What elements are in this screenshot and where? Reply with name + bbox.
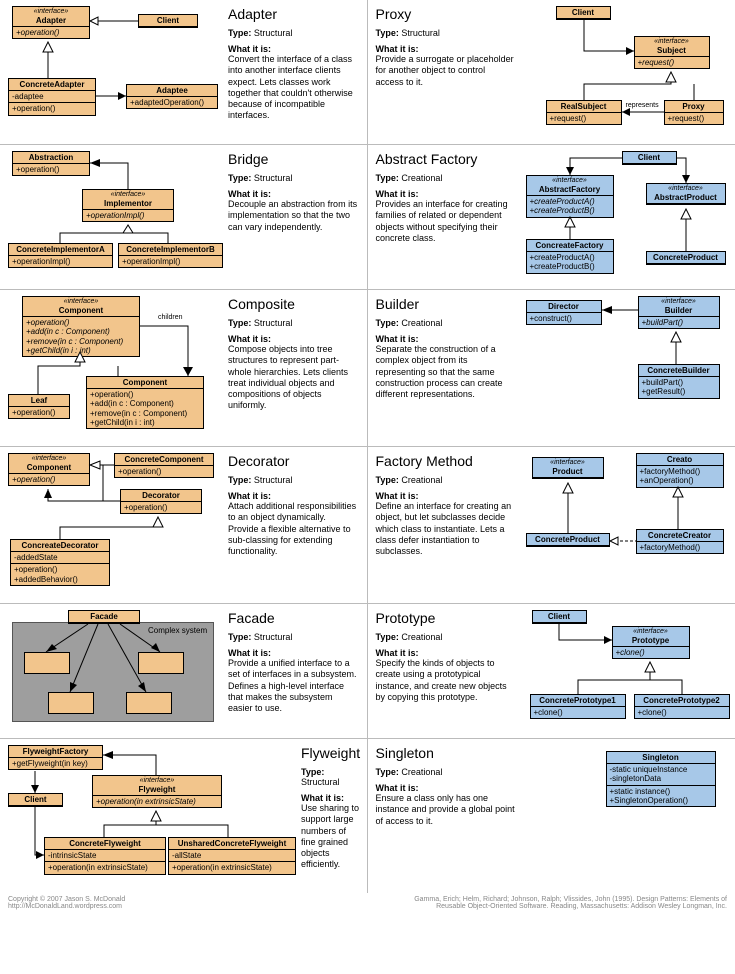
- connectors: [8, 453, 218, 593]
- title: Singleton: [376, 745, 526, 761]
- cell-prototype: Prototype Type: Creational What it is: S…: [368, 604, 735, 738]
- cell-factorymethod: Factory Method Type: Creational What it …: [368, 447, 735, 603]
- title: Decorator: [228, 453, 359, 469]
- cell-composite: «interface»Component +operation()+add(in…: [0, 290, 368, 446]
- cell-abstractfactory: Abstract Factory Type: Creational What i…: [368, 145, 735, 289]
- connectors: [8, 6, 218, 124]
- connectors: [8, 610, 218, 728]
- connectors: [526, 296, 735, 406]
- connectors: [526, 6, 735, 134]
- title: Builder: [376, 296, 526, 312]
- title: Prototype: [376, 610, 526, 626]
- connectors: [8, 151, 223, 271]
- cell-builder: Builder Type: Creational What it is: Sep…: [368, 290, 735, 446]
- title: Proxy: [376, 6, 526, 22]
- title: Bridge: [228, 151, 359, 167]
- copyright: Copyright © 2007 Jason S. McDonald http:…: [8, 896, 125, 910]
- connectors: [526, 610, 735, 728]
- footer: Copyright © 2007 Jason S. McDonald http:…: [0, 893, 735, 913]
- uml-singleton: Singleton -static uniqueInstance-singlet…: [606, 751, 716, 807]
- connectors: [526, 453, 735, 568]
- cell-adapter: «interface»Adapter +operation() Client C…: [0, 0, 368, 144]
- title: Factory Method: [376, 453, 526, 469]
- cell-flyweight: FlyweightFactory +getFlyweight(in key) «…: [0, 739, 368, 893]
- connectors: [8, 296, 218, 436]
- cell-bridge: Abstraction +operation() «interface»Impl…: [0, 145, 368, 289]
- cell-proxy: Proxy Type: Structural What it is: Provi…: [368, 0, 735, 144]
- title: Flyweight: [301, 745, 360, 761]
- cell-decorator: «interface»Component +operation() Concre…: [0, 447, 368, 603]
- connectors: [8, 745, 298, 883]
- title: Composite: [228, 296, 359, 312]
- pattern-sheet: «interface»Adapter +operation() Client C…: [0, 0, 735, 913]
- title: Facade: [228, 610, 359, 626]
- connectors: [526, 151, 735, 279]
- cell-singleton: Singleton Type: Creational What it is: E…: [368, 739, 735, 893]
- title: Abstract Factory: [376, 151, 526, 167]
- citation: Gamma, Erich; Helm, Richard; Johnson, Ra…: [414, 896, 727, 910]
- title: Adapter: [228, 6, 359, 22]
- cell-facade: Complex system Facade Facade Type: Struc…: [0, 604, 368, 738]
